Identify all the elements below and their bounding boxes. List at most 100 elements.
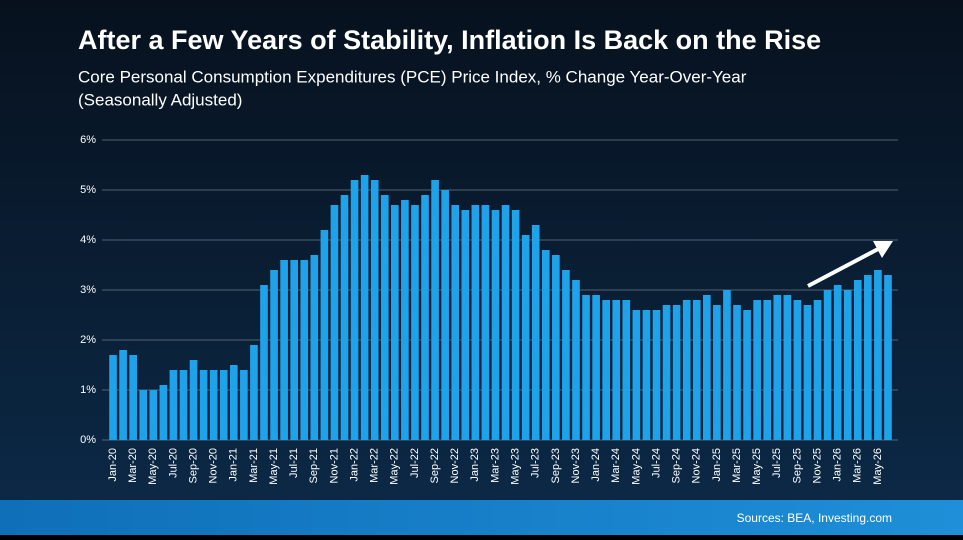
bar: [240, 370, 248, 440]
bar: [813, 300, 822, 440]
bar: [823, 290, 832, 440]
bar: [119, 350, 127, 440]
x-tick-label: Mar-23: [489, 448, 501, 483]
footer-band: [0, 500, 963, 535]
x-tick-label: Nov-24: [691, 448, 703, 483]
bar: [582, 295, 590, 440]
bar: [139, 390, 148, 440]
bar: [219, 370, 228, 440]
bar: [531, 225, 540, 440]
bar: [451, 205, 460, 440]
y-tick-label: 2%: [80, 334, 96, 346]
bar: [380, 195, 389, 440]
x-tick-label: May-24: [630, 448, 642, 485]
bar: [511, 210, 520, 440]
bar: [159, 385, 168, 440]
x-tick-label: Jan-25: [711, 448, 723, 482]
bar: [250, 345, 258, 440]
bar: [662, 305, 671, 440]
x-tick-label: Nov-20: [208, 448, 220, 483]
x-tick-label: Mar-22: [369, 448, 381, 483]
x-tick-label: Nov-21: [328, 448, 340, 483]
x-tick-label: Jul-22: [409, 448, 421, 478]
x-tick-label: Jan-24: [590, 448, 602, 482]
bar: [189, 360, 198, 440]
x-tick-label: Sep-22: [429, 448, 441, 483]
bar: [793, 300, 802, 440]
bar: [552, 255, 560, 440]
bar: [602, 300, 610, 440]
bar: [783, 295, 792, 440]
bar: [843, 290, 852, 440]
x-tick-label: May-22: [389, 448, 401, 485]
bar: [280, 260, 288, 440]
bar: [179, 370, 188, 440]
bar: [441, 190, 449, 440]
bar: [541, 250, 550, 440]
bar: [199, 370, 208, 440]
x-tick-label: Nov-22: [449, 448, 461, 483]
x-tick-label: Sep-23: [550, 448, 562, 483]
x-tick-label: May-20: [147, 448, 159, 485]
bar: [833, 285, 842, 440]
x-tick-label: Mar-20: [127, 448, 139, 483]
bar: [360, 175, 369, 440]
x-tick-label: Mar-25: [731, 448, 743, 483]
x-tick-label: Mar-24: [610, 448, 622, 483]
bar: [853, 280, 862, 440]
bar: [310, 255, 319, 440]
bar: [622, 300, 631, 440]
bar: [682, 300, 691, 440]
x-tick-label: May-23: [510, 448, 522, 485]
bar: [632, 310, 641, 440]
bar: [471, 205, 480, 440]
bar: [421, 195, 429, 440]
x-tick-label: Jan-20: [107, 448, 119, 482]
x-tick-label: Jul-20: [167, 448, 179, 478]
source-note: Sources: BEA, Investing.com: [737, 511, 892, 525]
y-tick-label: 0%: [80, 434, 96, 446]
x-tick-label: Jan-26: [832, 448, 844, 482]
y-tick-label: 4%: [80, 234, 96, 246]
bar: [763, 300, 772, 440]
bar: [702, 295, 711, 440]
bar: [330, 205, 339, 440]
bar: [320, 230, 329, 440]
bar: [340, 195, 349, 440]
chart-subtitle: (Seasonally Adjusted): [78, 90, 242, 109]
y-tick-label: 1%: [80, 384, 96, 396]
bar: [270, 270, 278, 440]
trend-arrow-head: [873, 241, 893, 258]
y-tick-label: 3%: [80, 284, 96, 296]
bar: [431, 180, 439, 440]
bar: [401, 200, 409, 440]
x-tick-label: Sep-25: [791, 448, 803, 483]
x-tick-label: Nov-25: [811, 448, 823, 483]
bar: [370, 180, 379, 440]
bar: [884, 275, 892, 440]
chart-subtitle: Core Personal Consumption Expenditures (…: [78, 67, 747, 86]
x-tick-label: Nov-23: [570, 448, 582, 483]
bar: [260, 285, 268, 440]
bar: [300, 260, 309, 440]
bar: [592, 295, 600, 440]
y-tick-label: 5%: [80, 184, 96, 196]
x-tick-label: Jul-25: [771, 448, 783, 478]
bar: [562, 270, 570, 440]
x-tick-label: Jan-22: [348, 448, 360, 482]
bar: [229, 365, 238, 440]
bar: [209, 370, 218, 440]
x-tick-label: Sep-20: [187, 448, 199, 483]
bar: [743, 310, 751, 440]
bar: [149, 390, 158, 440]
bar: [491, 210, 500, 440]
bar: [290, 260, 299, 440]
bar: [572, 280, 580, 440]
x-tick-label: Mar-26: [852, 448, 864, 483]
plot-area: 0% 1% 2% 3% 4% 5% 6% Jan-20 Mar-20 May-20 Jul-20 Se…: [80, 134, 898, 485]
bar: [803, 305, 812, 440]
bar: [733, 305, 741, 440]
x-tick-label: Sep-21: [308, 448, 320, 483]
